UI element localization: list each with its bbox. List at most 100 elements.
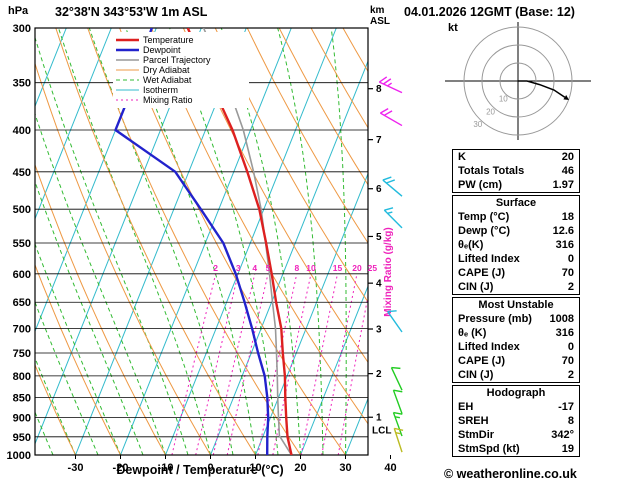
svg-text:Mixing Ratio: Mixing Ratio	[143, 95, 193, 105]
svg-text:Isotherm: Isotherm	[143, 85, 178, 95]
table-row: StmSpd (kt) 19	[453, 442, 579, 456]
svg-text:650: 650	[13, 297, 31, 309]
table-row: K 20	[453, 150, 579, 164]
stat-value: 1008	[549, 313, 574, 325]
svg-text:2: 2	[213, 263, 218, 273]
svg-text:20: 20	[294, 462, 306, 474]
svg-text:800: 800	[13, 371, 31, 383]
hodograph-ring	[499, 62, 537, 100]
svg-text:20: 20	[352, 263, 362, 273]
hodograph-ring-label: 10	[499, 95, 508, 104]
svg-text:400: 400	[13, 125, 31, 137]
stats-tables: K 20 Totals Totals 46 PW (cm) 1.97 Surface Temp…	[452, 149, 580, 459]
stat-value: 0	[567, 253, 574, 265]
stats-box-header: Most Unstable	[478, 299, 554, 311]
table-row: Lifted Index 0	[453, 252, 579, 266]
svg-text:15: 15	[333, 263, 343, 273]
table-row: PW (cm) 1.97	[453, 178, 579, 192]
svg-text:Dewpoint: Dewpoint	[143, 45, 181, 55]
copyright: © weatheronline.co.uk	[444, 467, 577, 481]
stat-value: 70	[561, 267, 574, 279]
svg-text:500: 500	[13, 204, 31, 216]
x-axis: -30 -20 -10 0 10 20 30 40 Dewpoint / Temperature…	[68, 455, 397, 477]
stat-label: Pressure (mb)	[458, 313, 532, 325]
svg-text:4: 4	[376, 279, 382, 290]
hodograph-ring	[481, 44, 555, 118]
stat-value: 46	[561, 165, 574, 177]
stat-value: 20	[561, 151, 574, 163]
hodograph-trace	[518, 80, 566, 98]
hodograph-ring	[463, 26, 573, 136]
table-row: θₑ(K) 316	[453, 238, 579, 252]
stat-label: θₑ(K)	[458, 239, 484, 251]
svg-text:850: 850	[13, 392, 31, 404]
stat-value: 18	[561, 211, 574, 223]
table-row: SREH 8	[453, 414, 579, 428]
svg-text:1: 1	[376, 413, 382, 424]
stat-label: CAPE (J)	[458, 355, 506, 367]
stat-value: 0	[567, 341, 574, 353]
stats-box-header: Surface	[495, 197, 537, 209]
svg-text:ASL: ASL	[370, 16, 390, 27]
stat-value: 316	[555, 327, 574, 339]
stat-label: Lifted Index	[458, 253, 520, 265]
table-row: CIN (J) 2	[453, 280, 579, 294]
svg-text:7: 7	[376, 135, 382, 146]
svg-text:6: 6	[376, 184, 382, 195]
hodograph: 10 20 30	[445, 22, 591, 140]
svg-text:700: 700	[13, 324, 31, 336]
svg-text:Temperature: Temperature	[143, 35, 194, 45]
hodograph-ring-label: 30	[473, 120, 482, 129]
stat-value: 2	[567, 369, 574, 381]
table-row: Totals Totals 46	[453, 164, 579, 178]
hodograph-ring-label: 20	[486, 107, 495, 116]
svg-text:8: 8	[294, 263, 299, 273]
stats-box: Most Unstable Pressure (mb) 1008 θₑ (K) 316 L…	[452, 297, 580, 383]
svg-text:1000: 1000	[7, 450, 31, 462]
stat-label: CIN (J)	[458, 369, 494, 381]
svg-text:3: 3	[236, 263, 241, 273]
stat-label: K	[458, 151, 466, 163]
table-row: StmDir 342°	[453, 428, 579, 442]
stats-box-header: Hodograph	[486, 387, 546, 399]
svg-text:10: 10	[306, 263, 316, 273]
svg-text:300: 300	[13, 23, 31, 35]
stats-box: Surface Temp (°C) 18 Dewp (°C) 12.6 θₑ(K) 316 L…	[452, 195, 580, 295]
stat-label: CIN (J)	[458, 281, 494, 293]
profiles	[114, 28, 293, 455]
svg-text:Parcel Trajectory: Parcel Trajectory	[143, 55, 211, 65]
plot-frame	[34, 27, 369, 456]
svg-text:25: 25	[368, 263, 378, 273]
hodograph-trace-arrow	[563, 95, 569, 100]
svg-text:950: 950	[13, 432, 31, 444]
svg-text:-20: -20	[113, 462, 129, 474]
stat-label: Dewp (°C)	[458, 225, 511, 237]
stat-label: StmDir	[458, 429, 495, 441]
table-row: θₑ (K) 316	[453, 326, 579, 340]
chart-datetime: 04.01.2026 12GMT (Base: 12)	[404, 5, 575, 19]
wind-barbs	[378, 76, 404, 453]
stat-label: Totals Totals	[458, 165, 525, 177]
stats-box: K 20 Totals Totals 46 PW (cm) 1.97	[452, 149, 580, 193]
table-row: Pressure (mb) 1008	[453, 312, 579, 326]
svg-text:40: 40	[384, 462, 396, 474]
svg-text:900: 900	[13, 413, 31, 425]
table-row: CAPE (J) 70	[453, 266, 579, 280]
svg-text:Wet Adiabat: Wet Adiabat	[143, 75, 192, 85]
svg-text:-10: -10	[158, 462, 174, 474]
svg-text:5: 5	[376, 232, 382, 243]
stat-label: Lifted Index	[458, 341, 520, 353]
table-row: EH -17	[453, 400, 579, 414]
svg-text:750: 750	[13, 348, 31, 360]
svg-text:5: 5	[266, 263, 271, 273]
table-row: Lifted Index 0	[453, 340, 579, 354]
stat-label: CAPE (J)	[458, 267, 506, 279]
svg-text:10: 10	[249, 462, 261, 474]
table-row: Temp (°C) 18	[453, 210, 579, 224]
km-axis-unit: km	[370, 5, 385, 16]
svg-text:450: 450	[13, 167, 31, 179]
stat-label: PW (cm)	[458, 179, 502, 191]
